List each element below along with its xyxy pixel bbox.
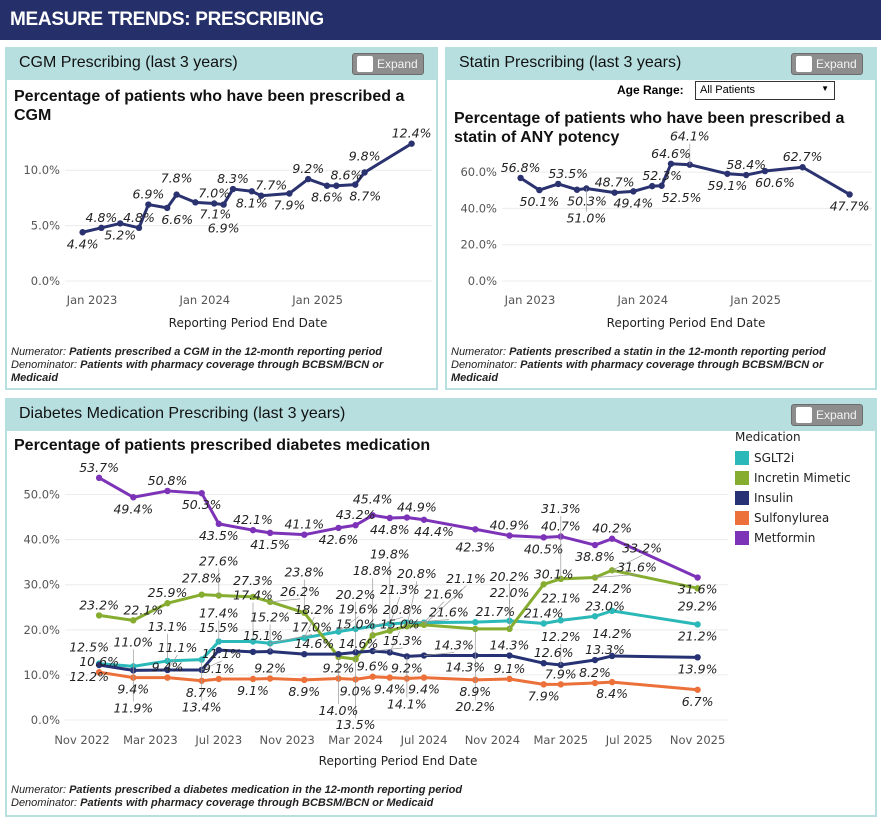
dashboard-header: MEASURE TRENDS: PRESCRIBING	[0, 0, 881, 40]
cgm-panel-header: CGM Prescribing (last 3 years) Expand	[7, 49, 436, 80]
numerator-label: Numerator:	[11, 784, 67, 796]
age-range-label: Age Range:	[617, 83, 684, 97]
statin-footnote: Numerator: Patients prescribed a statin …	[451, 346, 871, 385]
diabetes-footnote: Numerator: Patients prescribed a diabete…	[11, 784, 871, 810]
age-range-value: All Patients	[700, 84, 756, 96]
expand-icon	[796, 56, 812, 72]
expand-label: Expand	[377, 57, 418, 71]
medication-legend: Medication SGLT2i Incretin Mimetic Insulin…	[735, 430, 851, 548]
legend-item[interactable]: Metformin	[735, 528, 851, 548]
cgm-panel-title: CGM Prescribing (last 3 years)	[19, 54, 238, 71]
legend-label: Sulfonylurea	[754, 511, 830, 525]
legend-swatch	[735, 451, 749, 465]
legend-swatch	[735, 471, 749, 485]
denominator-text: Patients with pharmacy coverage through …	[451, 359, 824, 384]
cgm-expand-button[interactable]: Expand	[352, 53, 424, 75]
denominator-text: Patients with pharmacy coverage through …	[80, 797, 434, 809]
numerator-text: Patients prescribed a CGM in the 12-mont…	[69, 346, 383, 358]
statin-expand-button[interactable]: Expand	[791, 53, 863, 75]
expand-icon	[357, 56, 373, 72]
legend-item[interactable]: Incretin Mimetic	[735, 468, 851, 488]
diabetes-expand-button[interactable]: Expand	[791, 404, 863, 426]
numerator-text: Patients prescribed a statin in the 12-m…	[509, 346, 826, 358]
diabetes-panel-header: Diabetes Medication Prescribing (last 3 …	[7, 400, 875, 431]
denominator-text: Patients with pharmacy coverage through …	[11, 359, 384, 384]
legend-items: SGLT2i Incretin Mimetic Insulin Sulfonylure…	[735, 448, 851, 548]
legend-item[interactable]: SGLT2i	[735, 448, 851, 468]
legend-item[interactable]: Sulfonylurea	[735, 508, 851, 528]
numerator-label: Numerator:	[11, 346, 67, 358]
numerator-label: Numerator:	[451, 346, 507, 358]
dropdown-arrow-icon: ▼	[821, 84, 829, 93]
cgm-panel: CGM Prescribing (last 3 years) Expand Pe…	[5, 47, 438, 390]
expand-icon	[796, 407, 812, 423]
denominator-label: Denominator:	[11, 797, 78, 809]
diabetes-panel-title: Diabetes Medication Prescribing (last 3 …	[19, 405, 346, 422]
legend-label: SGLT2i	[754, 451, 795, 465]
statin-panel-title: Statin Prescribing (last 3 years)	[459, 54, 682, 71]
legend-label: Incretin Mimetic	[754, 471, 851, 485]
age-range-select[interactable]: All Patients ▼	[695, 81, 835, 100]
numerator-text: Patients prescribed a diabetes medicatio…	[69, 784, 463, 796]
legend-title: Medication	[735, 430, 801, 444]
statin-panel-header: Statin Prescribing (last 3 years) Expand	[447, 49, 875, 80]
legend-swatch	[735, 491, 749, 505]
denominator-label: Denominator:	[451, 359, 518, 371]
legend-swatch	[735, 511, 749, 525]
legend-item[interactable]: Insulin	[735, 488, 851, 508]
legend-swatch	[735, 531, 749, 545]
cgm-chart-title: Percentage of patients who have been pre…	[14, 88, 405, 124]
expand-label: Expand	[816, 57, 857, 71]
statin-panel: Statin Prescribing (last 3 years) Expand…	[445, 47, 877, 390]
expand-label: Expand	[816, 408, 857, 422]
diabetes-chart-title: Percentage of patients prescribed diabet…	[14, 437, 431, 454]
legend-label: Insulin	[754, 491, 794, 505]
legend-label: Metformin	[754, 531, 816, 545]
dashboard-title: MEASURE TRENDS: PRESCRIBING	[10, 9, 324, 30]
denominator-label: Denominator:	[11, 359, 78, 371]
cgm-footnote: Numerator: Patients prescribed a CGM in …	[11, 346, 432, 385]
statin-chart-title: Percentage of patients who have been pre…	[454, 110, 845, 146]
